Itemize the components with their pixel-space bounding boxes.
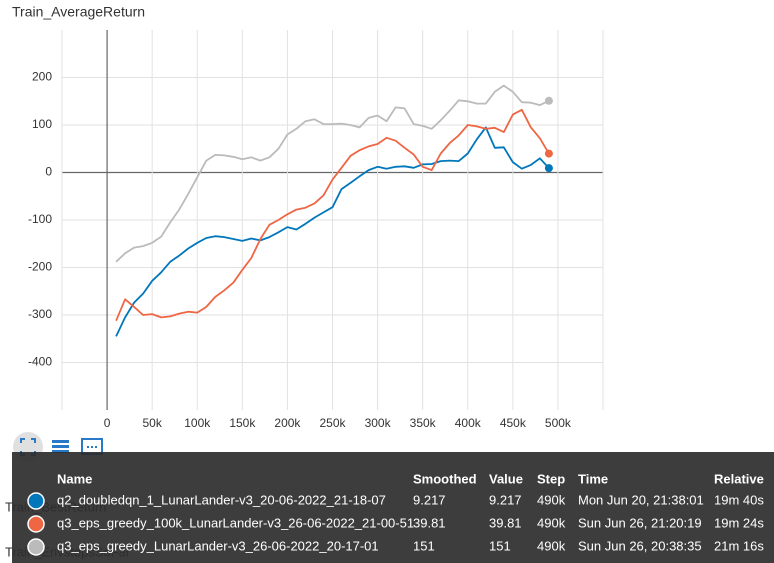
tooltip-swatch (27, 538, 45, 556)
tooltip-header: Time (578, 471, 608, 486)
series-line (115, 84, 550, 263)
x-tick-label: 100k (184, 416, 211, 430)
tooltip-cell: Sun Jun 26, 21:20:19 (578, 515, 702, 530)
x-tick-label: 0 (104, 416, 111, 430)
series-line (115, 108, 550, 322)
tooltip-cell: 490k (537, 492, 566, 507)
x-tick-label: 450k (500, 416, 527, 430)
tooltip-cell: Mon Jun 20, 21:38:01 (578, 492, 704, 507)
x-tick-label: 50k (142, 416, 162, 430)
y-tick-label: 100 (32, 117, 52, 131)
x-tick-label: 400k (455, 416, 482, 430)
series-endpoint (544, 164, 553, 173)
fit-domain-button[interactable] (81, 438, 103, 455)
tooltip-cell: q3_eps_greedy_100k_LunarLander-v3_26-06-… (57, 515, 414, 530)
series-line (115, 126, 550, 337)
tooltip-header: Smoothed (413, 471, 477, 486)
y-tick-label: -100 (28, 212, 52, 226)
y-tick-label: -300 (28, 307, 52, 321)
tooltip-header: Value (489, 471, 523, 486)
x-tick-label: 300k (365, 416, 392, 430)
chart-title: Train_AverageReturn (12, 4, 145, 20)
tooltip-cell: 151 (413, 538, 435, 553)
legend-toggle-button[interactable] (52, 440, 69, 453)
tooltip: Name Smoothed Value Step Time Relative q2_doub… (12, 452, 774, 563)
series-endpoint (544, 149, 553, 158)
x-tick-label: 350k (410, 416, 437, 430)
tooltip-header: Name (57, 471, 92, 486)
tooltip-header: Relative (714, 471, 764, 486)
tooltip-header: Step (537, 471, 565, 486)
y-tick-label: -200 (28, 260, 52, 274)
tooltip-cell: q3_eps_greedy_LunarLander-v3_26-06-2022_… (57, 538, 379, 553)
tooltip-swatch (27, 492, 45, 510)
tooltip-cell: 19m 24s (714, 515, 764, 530)
tooltip-cell: 19m 40s (714, 492, 764, 507)
tooltip-cell: 9.217 (489, 492, 522, 507)
x-tick-label: 200k (274, 416, 301, 430)
tooltip-cell: 490k (537, 515, 566, 530)
series-endpoint (544, 96, 553, 105)
x-tick-label: 500k (545, 416, 572, 430)
x-tick-label: 150k (229, 416, 256, 430)
tooltip-cell: 9.217 (413, 492, 446, 507)
tooltip-cell: Sun Jun 26, 20:38:35 (578, 538, 702, 553)
tooltip-cell: 39.81 (489, 515, 522, 530)
fullscreen-button[interactable] (20, 438, 36, 456)
y-tick-label: -400 (28, 355, 52, 369)
tooltip-cell: q2_doubledqn_1_LunarLander-v3_20-06-2022… (57, 492, 386, 507)
tooltip-cell: 39.81 (413, 515, 446, 530)
y-tick-label: 0 (45, 165, 52, 179)
tooltip-bg (12, 452, 774, 563)
x-tick-label: 250k (319, 416, 346, 430)
tooltip-cell: 490k (537, 538, 566, 553)
y-tick-label: 200 (32, 70, 52, 84)
tooltip-cell: 151 (489, 538, 511, 553)
plot: -400 -300 -200 -100 0 100 200 0 50k 100k 150k 200k 2… (28, 30, 604, 430)
tooltip-swatch (27, 515, 45, 533)
tooltip-cell: 21m 16s (714, 538, 764, 553)
